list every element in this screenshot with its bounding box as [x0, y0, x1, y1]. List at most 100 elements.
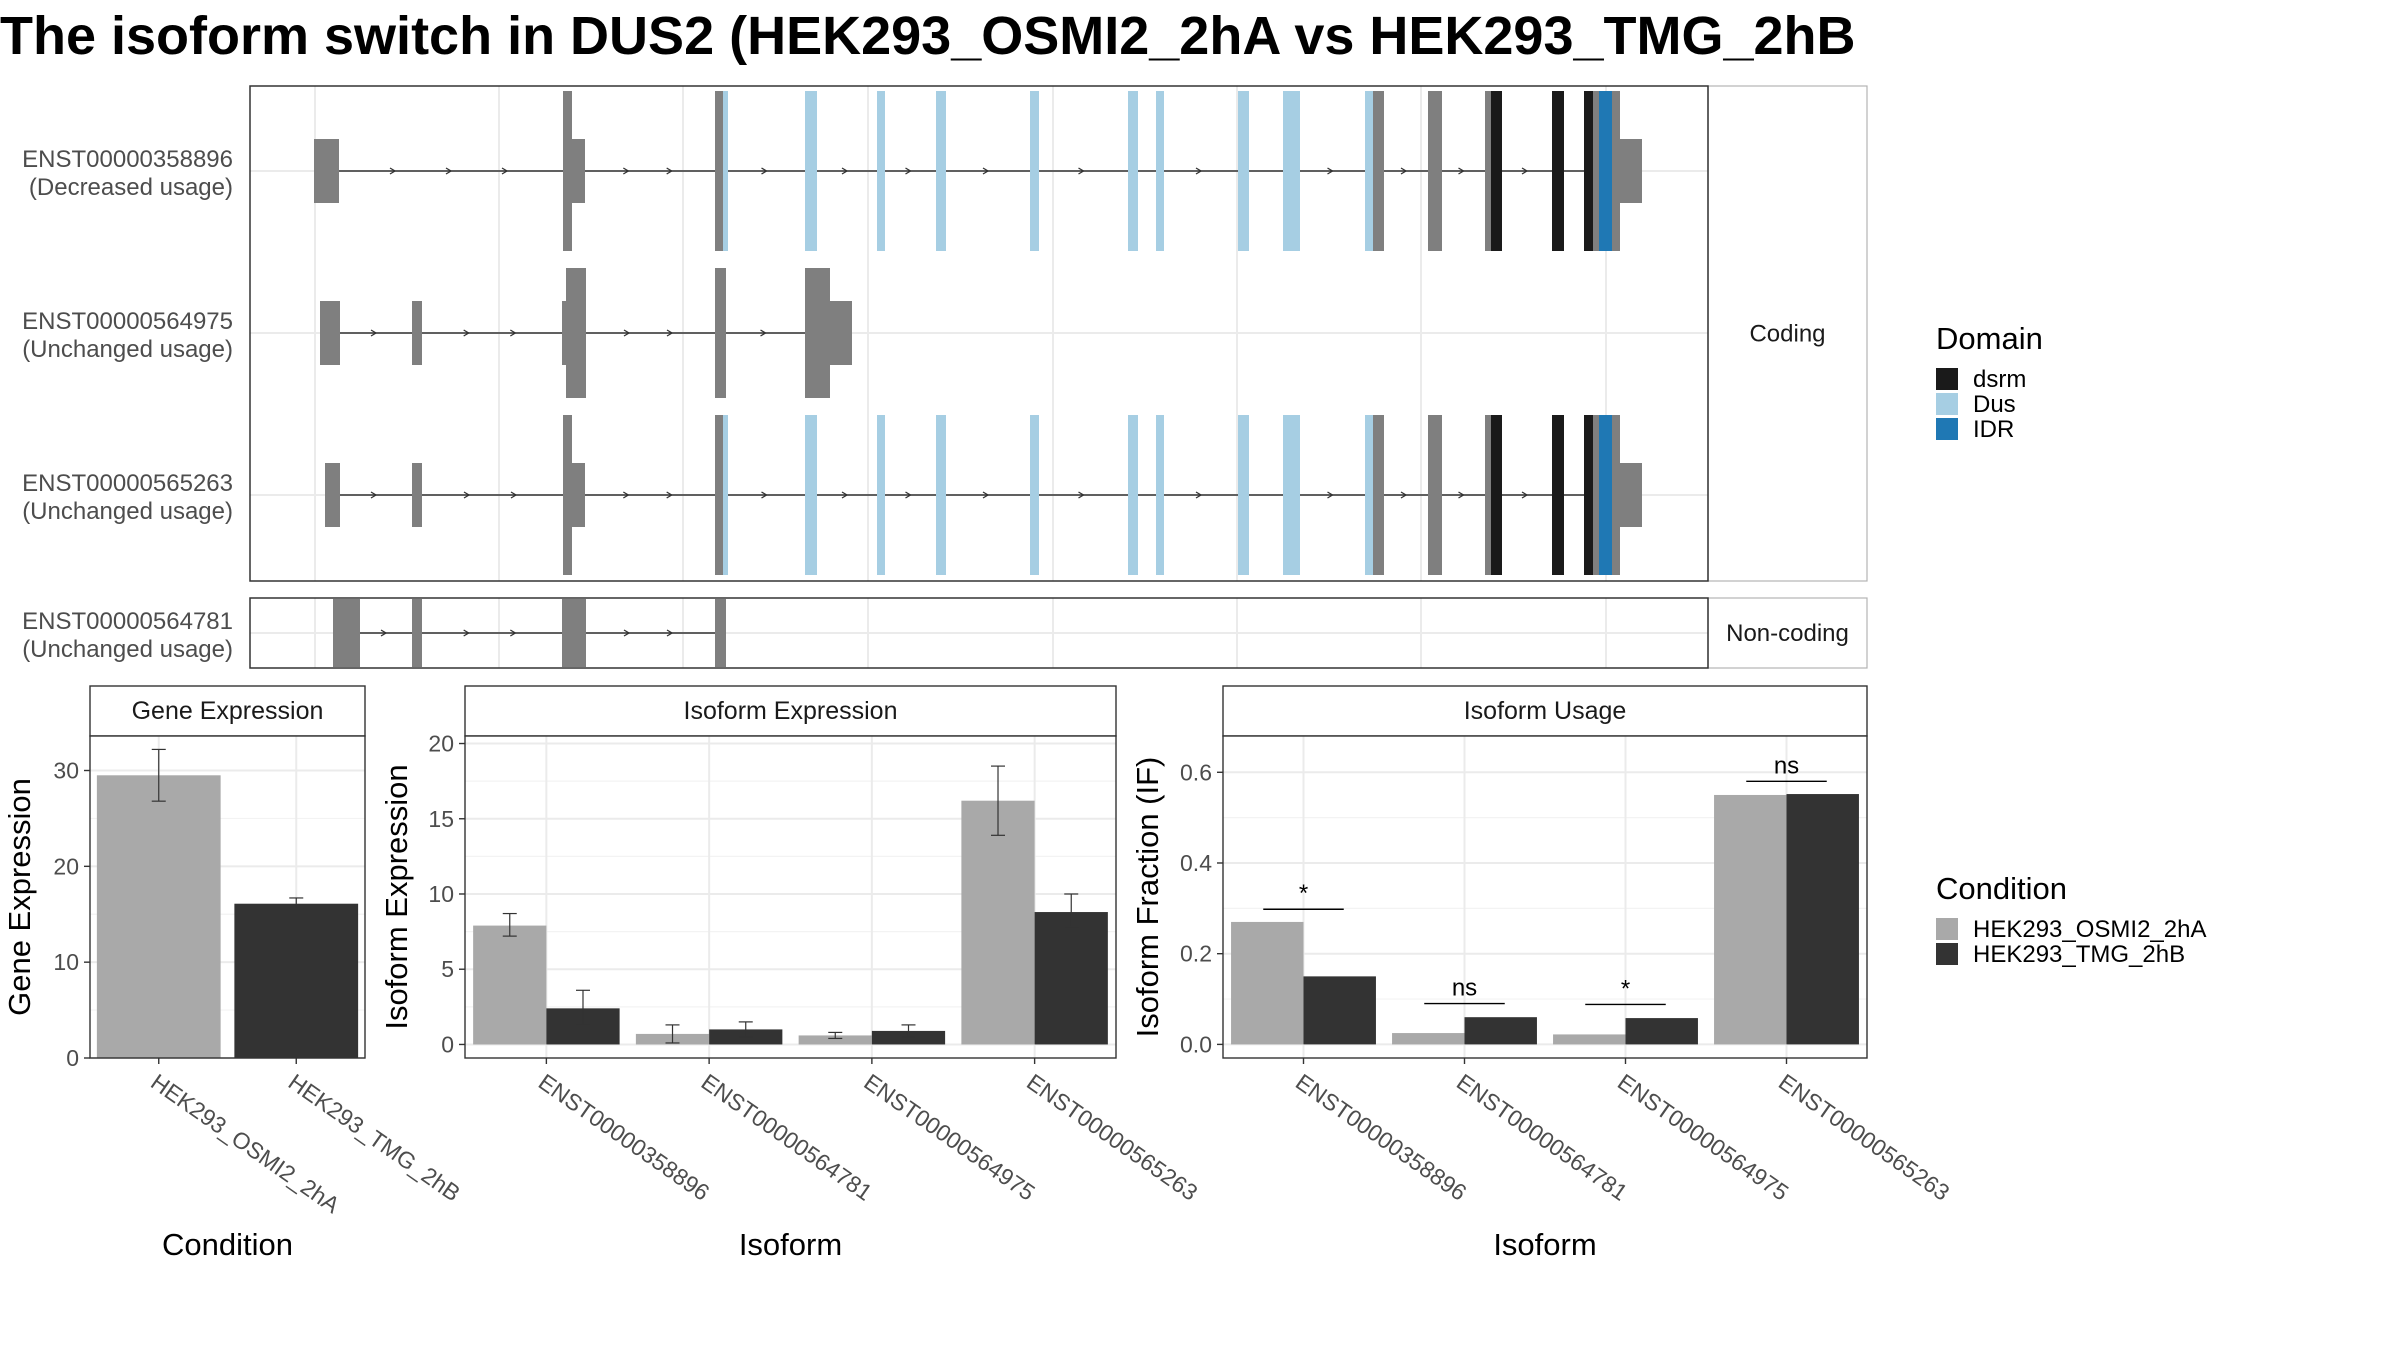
- bar: [961, 800, 1035, 1045]
- exon-block: [1620, 463, 1642, 527]
- intron-direction-arrow: [389, 167, 397, 175]
- significance-label: ns: [1452, 975, 1477, 1002]
- exon-block: [320, 301, 340, 365]
- intron-direction-arrow: [841, 167, 849, 175]
- intron-direction-arrow: [622, 167, 630, 175]
- x-axis-title: Isoform: [739, 1227, 842, 1262]
- legend-swatch-dus: [1936, 393, 1958, 415]
- intron-direction-arrow: [1078, 167, 1085, 175]
- y-tick-label: 30: [53, 758, 79, 784]
- domain-dsrm-block: [1491, 415, 1502, 575]
- x-tick-label: ENST00000358896: [1291, 1069, 1471, 1206]
- legend-swatch-condition: [1936, 943, 1958, 965]
- x-tick-label: ENST00000358896: [534, 1069, 714, 1206]
- y-tick-label: 0: [66, 1045, 79, 1071]
- exon-block: [1373, 415, 1384, 575]
- exon-block: [805, 268, 830, 398]
- transcript-ENST00000564975: [320, 268, 852, 398]
- intron-direction-arrow: [463, 629, 470, 637]
- domain-dus-block: [1030, 415, 1039, 575]
- bar: [96, 775, 221, 1058]
- domain-dus-block: [877, 415, 885, 575]
- domain-idr-block: [1599, 91, 1612, 251]
- intron-direction-arrow: [761, 491, 768, 499]
- facet-label-noncoding: Non-coding: [1726, 620, 1849, 647]
- exon-block: [563, 91, 572, 251]
- bar: [1231, 921, 1304, 1045]
- bar: [1034, 912, 1108, 1045]
- intron-direction-arrow: [1327, 491, 1334, 499]
- intron-direction-arrow: [1400, 167, 1408, 175]
- significance-label: ns: [1774, 752, 1799, 779]
- plot-border: [1222, 735, 1868, 1059]
- legend-swatch-idr: [1936, 418, 1958, 440]
- y-tick-label: 0.2: [1180, 941, 1212, 967]
- exon-block: [1373, 91, 1384, 251]
- y-axis-title: Gene Expression: [2, 778, 37, 1016]
- domain-dus-block: [936, 415, 946, 575]
- exon-block: [1428, 415, 1442, 575]
- exon-block: [1593, 91, 1599, 251]
- exon-block: [715, 415, 723, 575]
- exon-block: [314, 139, 339, 203]
- transcript-ENST00000565263: [325, 415, 1642, 575]
- transcript-id-label: ENST00000565263: [22, 470, 233, 497]
- y-tick-label: 0.0: [1180, 1031, 1212, 1057]
- transcript-id-label: ENST00000564975: [22, 308, 233, 335]
- x-tick-label: ENST00000564975: [859, 1069, 1039, 1206]
- x-tick-label: ENST00000564781: [697, 1069, 877, 1206]
- intron-direction-arrow: [982, 167, 990, 175]
- domain-dus-block: [805, 91, 817, 251]
- transcript-id-label: ENST00000358896: [22, 146, 233, 173]
- bar: [798, 1035, 872, 1045]
- y-tick-label: 0.6: [1180, 759, 1212, 785]
- exon-block: [325, 463, 340, 527]
- intron-direction-arrow: [623, 629, 631, 637]
- intron-direction-arrow: [463, 491, 471, 499]
- x-tick-label: ENST00000564975: [1613, 1069, 1793, 1206]
- intron-direction-arrow: [370, 329, 378, 337]
- intron-direction-arrow: [1195, 491, 1203, 499]
- intron-direction-arrow: [666, 629, 674, 637]
- intron-direction-arrow: [510, 491, 518, 499]
- transcript-ENST00000358896: [314, 91, 1642, 251]
- bar: [473, 925, 547, 1045]
- domain-dus-block: [723, 415, 728, 575]
- intron-direction-arrow: [1327, 167, 1334, 175]
- intron-direction-arrow: [380, 629, 388, 637]
- transcript-usage-label: (Unchanged usage): [22, 336, 233, 363]
- x-axis-title: Condition: [162, 1227, 293, 1262]
- domain-dus-block: [1156, 415, 1164, 575]
- domain-dsrm-block: [1584, 415, 1593, 575]
- legend-swatch-dsrm: [1936, 368, 1958, 390]
- intron-direction-arrow: [1195, 167, 1203, 175]
- plot-border: [89, 735, 366, 1059]
- x-tick-label: ENST00000565263: [1774, 1069, 1954, 1206]
- exon-block: [412, 463, 422, 527]
- legend-label-dsrm: dsrm: [1973, 366, 2026, 393]
- exon-block: [412, 301, 422, 365]
- panel-strip-title: Isoform Expression: [684, 697, 898, 725]
- domain-dus-block: [1365, 415, 1373, 575]
- facet-strip: [1707, 85, 1868, 582]
- isoform-usage-chart: Isoform Usage * ns * ns 0.0 0.2 0.4 0.6 ENST00000…: [1130, 685, 1954, 1262]
- exon-block: [563, 415, 572, 575]
- facet-label-coding: Coding: [1749, 321, 1825, 348]
- exon-block: [1485, 415, 1491, 575]
- domain-dus-block: [1128, 415, 1138, 575]
- bar: [871, 1030, 946, 1045]
- exon-block: [562, 599, 586, 667]
- transcript-usage-label: (Unchanged usage): [22, 498, 233, 525]
- significance-label: *: [1621, 975, 1630, 1002]
- domain-dsrm-block: [1552, 415, 1564, 575]
- exon-block: [571, 139, 585, 203]
- panel-strip-title: Gene Expression: [132, 697, 324, 725]
- bar: [1392, 1033, 1465, 1045]
- domain-dus-block: [1283, 415, 1300, 575]
- bar: [1786, 794, 1859, 1045]
- legend-label-condition: HEK293_TMG_2hB: [1973, 941, 2185, 968]
- figure-title: The isoform switch in DUS2 (HEK293_OSMI2…: [0, 6, 1856, 66]
- y-tick-label: 20: [428, 731, 454, 757]
- intron-direction-arrow: [463, 329, 470, 337]
